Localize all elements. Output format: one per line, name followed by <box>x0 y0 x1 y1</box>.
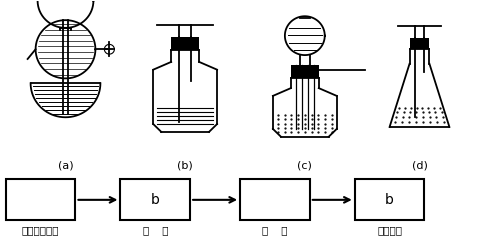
Text: （    ）: （ ） <box>262 225 287 235</box>
Bar <box>240 179 309 220</box>
Text: （溢水）: （溢水） <box>376 225 401 235</box>
Bar <box>290 65 318 78</box>
Bar <box>6 179 76 220</box>
Text: （    ）: （ ） <box>142 225 167 235</box>
Text: (c): (c) <box>297 161 312 171</box>
Text: (a): (a) <box>58 161 73 171</box>
Text: b: b <box>151 193 159 207</box>
Text: (d): (d) <box>411 161 426 171</box>
Bar <box>354 179 424 220</box>
Text: （电石、水）: （电石、水） <box>22 225 59 235</box>
Bar <box>171 37 199 50</box>
Bar <box>120 179 190 220</box>
Text: b: b <box>384 193 393 207</box>
Bar <box>408 38 428 49</box>
Text: (b): (b) <box>177 161 193 171</box>
